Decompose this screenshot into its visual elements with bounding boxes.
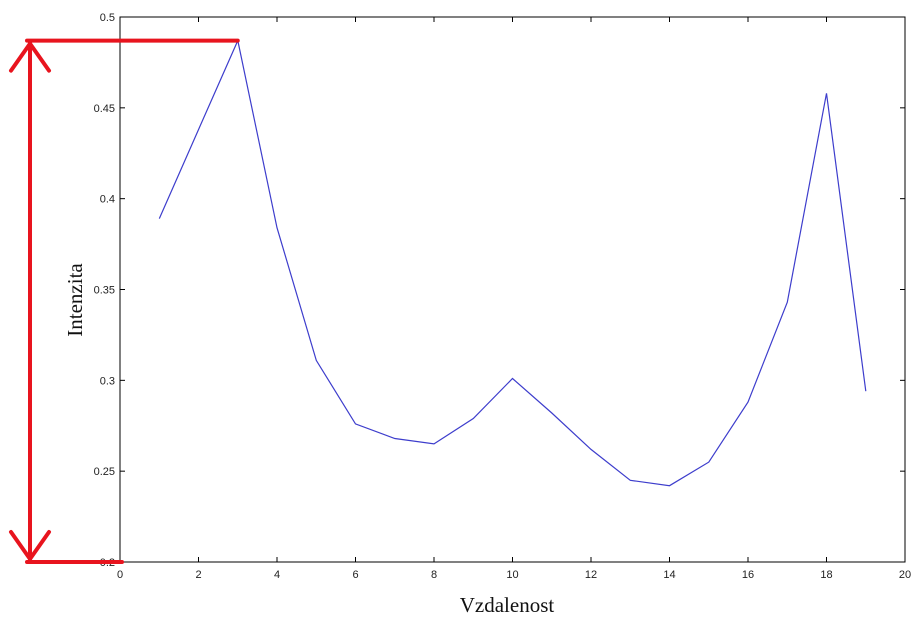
series-layer <box>158 38 867 487</box>
arrow-head-up <box>9 41 51 73</box>
y-axis: 0.20.250.30.350.40.450.5 <box>94 12 905 569</box>
range-annotation <box>9 38 240 564</box>
y-tick-label: 0.3 <box>100 375 115 387</box>
x-tick-label: 16 <box>742 569 754 581</box>
series-line <box>158 38 867 487</box>
x-tick-label: 6 <box>352 569 358 581</box>
x-tick-label: 8 <box>431 569 437 581</box>
x-tick-label: 20 <box>899 569 911 581</box>
x-tick-label: 2 <box>195 569 201 581</box>
x-tick-label: 0 <box>117 569 123 581</box>
x-tick-label: 10 <box>506 569 518 581</box>
y-axis-label: Intenzita <box>63 263 87 337</box>
y-tick-label: 0.25 <box>94 466 115 478</box>
x-tick-label: 12 <box>585 569 597 581</box>
x-axis-label: Vzdalenost <box>460 593 555 617</box>
plot-frame <box>119 16 906 563</box>
x-axis: 0 2 4 6 8 10 12 14 16 18 20 <box>117 17 911 581</box>
y-tick-label: 0.45 <box>94 103 115 115</box>
y-tick-label: 0.4 <box>100 194 115 206</box>
x-tick-label: 18 <box>820 569 832 581</box>
y-tick-label: 0.35 <box>94 285 115 297</box>
arrow-head-down <box>9 530 51 561</box>
x-tick-label: 14 <box>663 569 675 581</box>
y-tick-label: 0.5 <box>100 12 115 24</box>
x-tick-label: 4 <box>274 569 280 581</box>
